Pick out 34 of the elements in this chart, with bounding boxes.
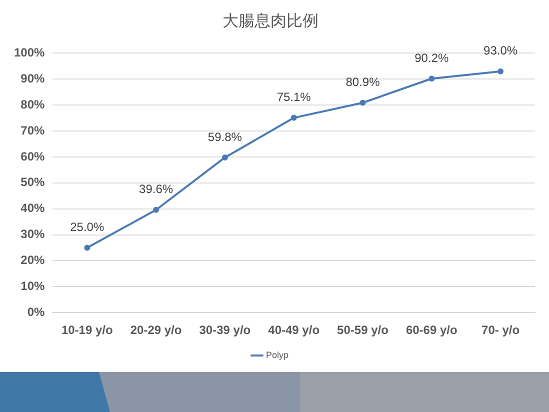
chart-title: 大腸息肉比例 [222, 12, 318, 30]
y-tick-label: 0% [27, 304, 46, 319]
y-tick-label: 20% [20, 253, 46, 268]
y-tick-label: 100% [14, 46, 46, 60]
point [428, 76, 435, 82]
x-tick-label: 10-19 y/o [61, 323, 113, 338]
x-tick-label: 30-39 y/o [199, 323, 251, 338]
x-tick-label: 20-29 y/o [130, 323, 182, 338]
y-tick-label: 60% [20, 149, 46, 164]
data-label: 80.9% [346, 75, 380, 90]
y-tick-label: 90% [20, 71, 46, 86]
point [222, 154, 228, 160]
data-label: 39.6% [139, 182, 174, 196]
point [84, 244, 90, 251]
point [290, 114, 297, 121]
x-tick-label: 60-69 y/o [406, 323, 458, 338]
data-label: 93.0% [484, 44, 518, 58]
y-tick-label: 50% [20, 175, 46, 190]
y-tick-label: 70% [20, 123, 46, 138]
point [153, 206, 160, 213]
y-tick-label: 40% [20, 201, 46, 216]
data-label: 59.8% [208, 130, 242, 144]
data-label: 25.0% [70, 220, 104, 234]
point [498, 68, 504, 74]
data-label: 90.2% [414, 50, 449, 65]
y-tick-label: 80% [20, 97, 46, 112]
x-tick-label: 50-59 y/o [337, 323, 388, 338]
y-tick-label: 10% [20, 278, 46, 293]
legend-label: Polyp [266, 350, 289, 360]
data-label: 75.1% [276, 90, 312, 104]
x-tick-label: 40-49 y/o [268, 323, 320, 338]
point [360, 100, 366, 106]
x-tick-label: 70- y/o [482, 323, 520, 338]
y-tick-label: 30% [20, 227, 46, 242]
